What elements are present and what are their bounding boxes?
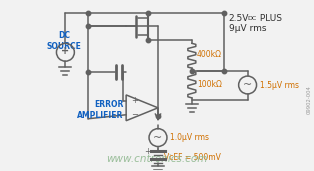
Text: 2.5V: 2.5V: [229, 14, 249, 23]
Text: +: +: [131, 96, 138, 105]
Text: ~: ~: [153, 133, 163, 143]
Text: DC
SOURCE: DC SOURCE: [47, 31, 82, 51]
Text: www.cntronics.com: www.cntronics.com: [106, 154, 208, 164]
Text: +: +: [61, 46, 69, 56]
Text: 400kΩ: 400kΩ: [197, 50, 222, 59]
Text: 1.0μV rms: 1.0μV rms: [170, 133, 209, 142]
Text: 100kΩ: 100kΩ: [197, 80, 222, 89]
Text: DC: DC: [248, 16, 257, 21]
Text: 9μV rms: 9μV rms: [229, 23, 266, 32]
Text: VᴄEF = 500mV: VᴄEF = 500mV: [164, 153, 221, 162]
Text: ERROR
AMPLIFIER: ERROR AMPLIFIER: [77, 100, 123, 120]
Text: PLUS: PLUS: [257, 14, 282, 23]
Text: ~: ~: [243, 80, 252, 90]
Text: −: −: [131, 110, 138, 119]
Text: +: +: [145, 147, 151, 156]
Text: 09902-004: 09902-004: [306, 86, 311, 114]
Text: 1.5μV rms: 1.5μV rms: [260, 81, 299, 89]
